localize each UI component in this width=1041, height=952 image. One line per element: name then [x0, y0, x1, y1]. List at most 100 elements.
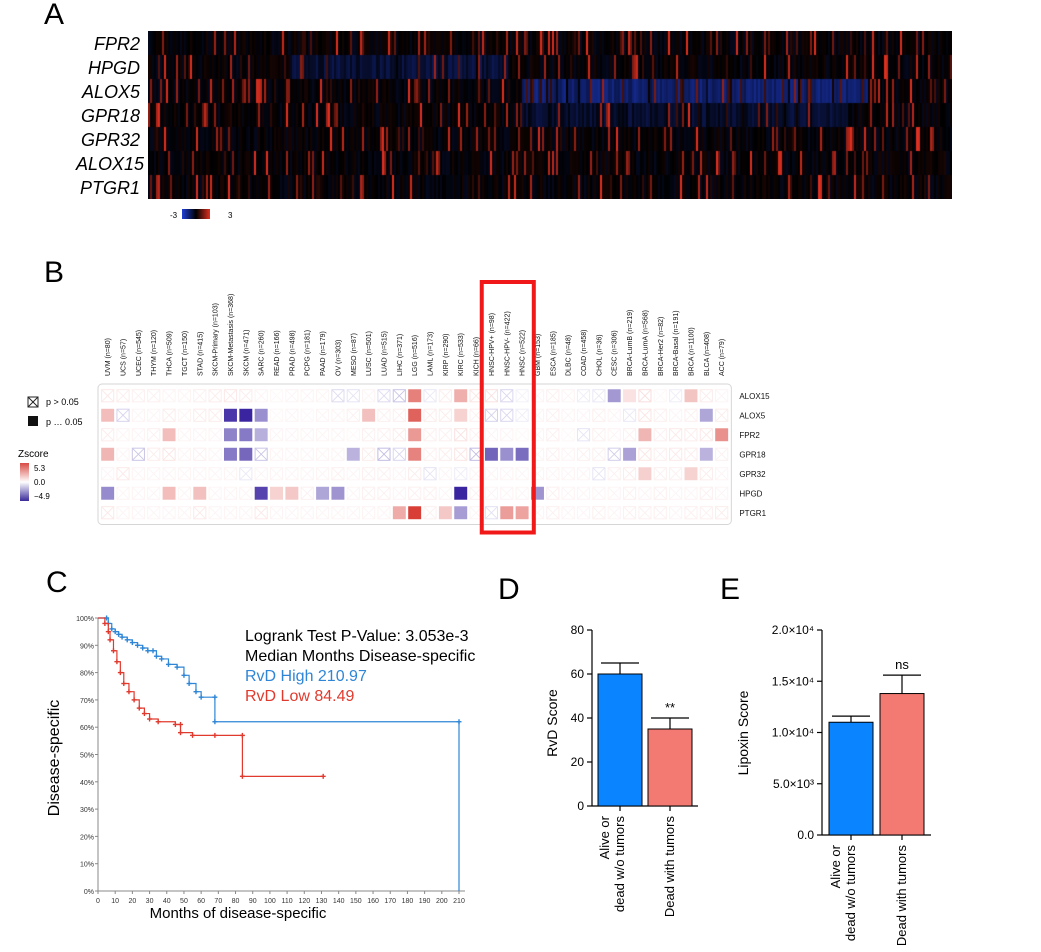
heatmap-cell — [331, 467, 345, 481]
heatmap-cell — [623, 506, 637, 520]
heatmap-cell — [438, 408, 452, 422]
cell-box — [392, 389, 406, 403]
heatmap-cell — [162, 486, 176, 500]
cell-cross — [131, 428, 145, 442]
rvd-y-label: RvD Score — [544, 689, 560, 757]
heatmap-a-gene-label: ALOX15 — [76, 154, 145, 174]
cell-box — [131, 389, 145, 403]
cell-box — [177, 408, 192, 422]
cell-cross — [101, 506, 115, 520]
cell-cross — [715, 389, 729, 403]
cell-cross — [607, 447, 621, 461]
heatmap-cell — [638, 428, 652, 442]
cell-box — [331, 408, 345, 422]
cell-cross — [116, 408, 130, 422]
heatmap-cell — [684, 408, 698, 422]
correlation-heatmap: p > 0.05 p … 0.05 Zscore 5.3 0.0 −4.9 UV… — [18, 280, 770, 535]
cell-box — [193, 408, 207, 422]
cell-cross — [131, 447, 145, 461]
column-label: SKCM-Primary (n=103) — [213, 303, 220, 376]
bar-y-tick-label: 2.0×10⁴ — [772, 623, 814, 637]
heatmap-cell — [300, 389, 314, 403]
cell-box — [515, 389, 529, 403]
heatmap-cell — [484, 428, 499, 442]
zscore-gradient — [20, 463, 29, 501]
cell-box — [101, 389, 115, 403]
cell-cross — [423, 389, 437, 403]
cell-box — [346, 408, 360, 422]
column-label: KICH (n=66) — [474, 337, 481, 376]
heatmap-cell — [484, 408, 499, 422]
cell-box — [653, 467, 667, 481]
cell-cross — [592, 467, 606, 481]
cell-cross — [270, 506, 283, 520]
heatmap-cell — [162, 467, 176, 481]
column-label: HNSC (n=522) — [520, 330, 527, 376]
cell-box — [607, 428, 621, 442]
cell-cross — [623, 486, 636, 500]
heatmap-cell — [438, 467, 452, 481]
cell-cross — [285, 389, 299, 403]
cell-cross — [178, 389, 191, 403]
column-label: LUSC (n=501) — [366, 331, 373, 376]
heatmap-a-gene-label: PTGR1 — [79, 178, 140, 198]
heatmap-cell — [576, 447, 591, 461]
cell-box — [530, 389, 545, 403]
heatmap-cell — [623, 389, 637, 403]
category-line: Alive or — [828, 844, 843, 888]
column-label: LAML (n=173) — [428, 332, 435, 376]
heatmap-cell — [131, 467, 145, 481]
heatmap-cell — [715, 447, 729, 461]
y-tick-label: 70% — [80, 698, 94, 705]
column-label: PAAD (n=179) — [320, 331, 327, 376]
heatmap-cell — [254, 467, 268, 481]
heatmap-cell — [500, 408, 514, 422]
column-label: PRAD (n=498) — [289, 330, 296, 376]
heatmap-cell — [162, 428, 176, 442]
cell-box — [223, 506, 238, 520]
cell-cross — [193, 467, 207, 481]
cell-cross — [208, 408, 222, 422]
column-label: THYM (n=120) — [151, 330, 158, 376]
cell-cross — [623, 428, 636, 442]
heatmap-cell — [254, 428, 268, 442]
cell-box — [285, 467, 299, 481]
heatmap-a-gene-label: FPR2 — [93, 34, 140, 54]
cell-box — [530, 447, 545, 461]
cell-box — [530, 408, 545, 422]
cell-cross — [577, 389, 590, 403]
cell-cross — [607, 467, 621, 481]
cell-cross — [592, 506, 606, 520]
cell-box — [177, 486, 192, 500]
heatmap-cell — [239, 408, 253, 422]
cell-box — [377, 389, 391, 403]
cell-cross — [131, 389, 145, 403]
cell-cross — [131, 486, 145, 500]
heatmap-cell — [638, 506, 652, 520]
cell-box — [576, 428, 591, 442]
cell-cross — [546, 428, 560, 442]
cell-cross — [515, 428, 529, 442]
cell-cross — [331, 467, 345, 481]
legend-ns-icon — [27, 396, 39, 408]
cell-cross — [546, 389, 560, 403]
heatmap-cell — [193, 506, 207, 520]
heatmap-cell — [300, 467, 314, 481]
x-tick-label: 20 — [128, 898, 136, 905]
cell-cross — [362, 467, 376, 481]
heatmap-cell — [101, 428, 115, 442]
heatmap-cell — [484, 486, 499, 500]
bar-category-label: Dead with tumors — [894, 845, 909, 947]
cell-cross — [577, 428, 590, 442]
cell-box — [669, 408, 683, 422]
cell-box — [623, 428, 637, 442]
cell-box — [147, 408, 161, 422]
cell-cross — [270, 467, 283, 481]
cell-box — [423, 467, 437, 481]
heatmap-a-gene-label: GPR32 — [80, 130, 140, 150]
heatmap-cell — [454, 506, 468, 520]
heatmap-cell — [223, 506, 238, 520]
heatmap-cell — [546, 467, 560, 481]
heatmap-cell — [500, 486, 514, 500]
cell-box — [101, 428, 115, 442]
